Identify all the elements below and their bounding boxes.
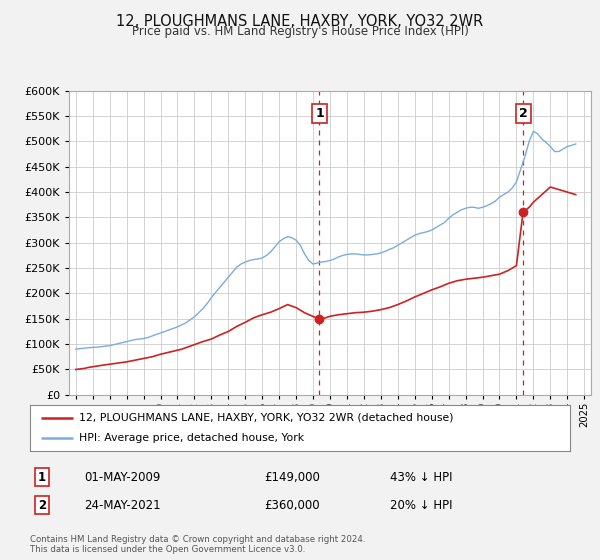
Text: 01-MAY-2009: 01-MAY-2009	[84, 470, 160, 484]
Text: 12, PLOUGHMANS LANE, HAXBY, YORK, YO32 2WR: 12, PLOUGHMANS LANE, HAXBY, YORK, YO32 2…	[116, 14, 484, 29]
Text: 43% ↓ HPI: 43% ↓ HPI	[390, 470, 452, 484]
Text: £360,000: £360,000	[264, 498, 320, 512]
Text: 1: 1	[38, 470, 46, 484]
Text: £149,000: £149,000	[264, 470, 320, 484]
Text: Price paid vs. HM Land Registry's House Price Index (HPI): Price paid vs. HM Land Registry's House …	[131, 25, 469, 38]
Text: 2: 2	[38, 498, 46, 512]
Text: 2: 2	[518, 107, 527, 120]
Text: 12, PLOUGHMANS LANE, HAXBY, YORK, YO32 2WR (detached house): 12, PLOUGHMANS LANE, HAXBY, YORK, YO32 2…	[79, 413, 453, 423]
Text: 20% ↓ HPI: 20% ↓ HPI	[390, 498, 452, 512]
Text: Contains HM Land Registry data © Crown copyright and database right 2024.
This d: Contains HM Land Registry data © Crown c…	[30, 535, 365, 554]
Text: HPI: Average price, detached house, York: HPI: Average price, detached house, York	[79, 433, 304, 443]
Text: 1: 1	[315, 107, 324, 120]
Text: 24-MAY-2021: 24-MAY-2021	[84, 498, 161, 512]
